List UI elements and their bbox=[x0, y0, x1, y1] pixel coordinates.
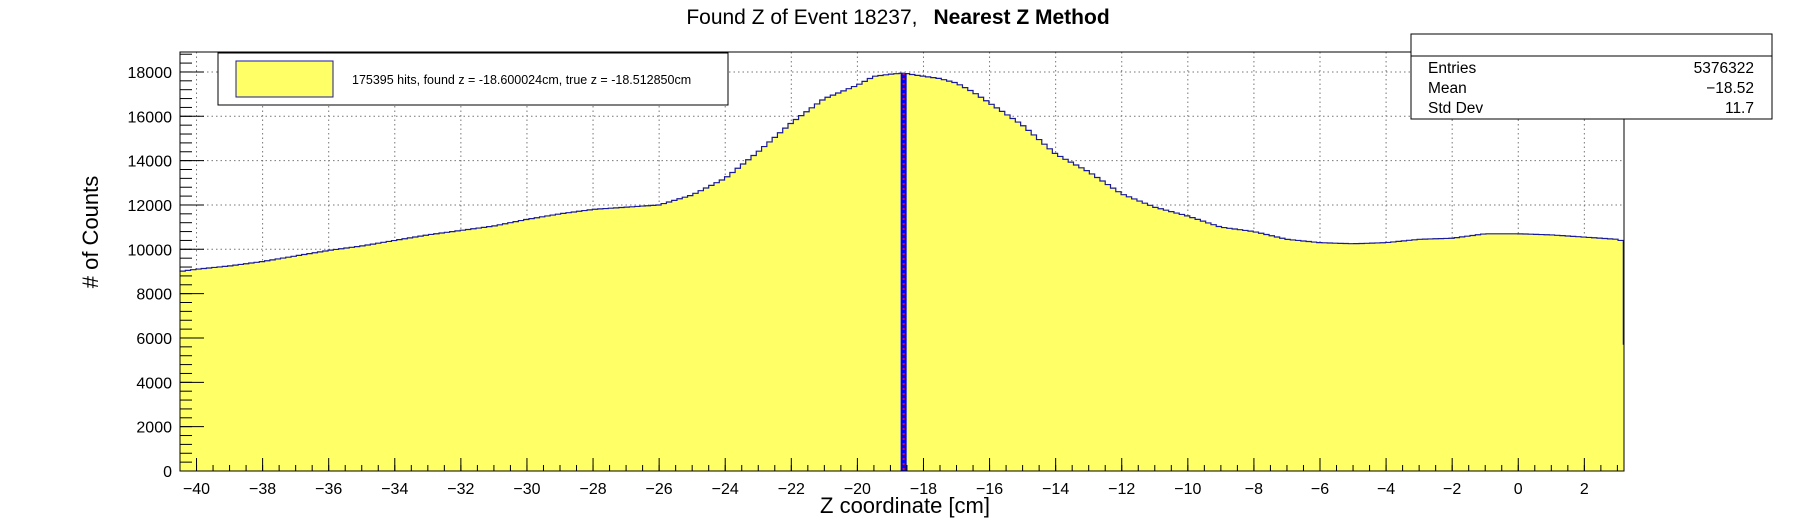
legend-swatch bbox=[235, 60, 334, 98]
y-tick-label: 14000 bbox=[128, 154, 173, 171]
x-tick-label: −10 bbox=[1174, 481, 1201, 498]
x-tick-label: −16 bbox=[976, 481, 1003, 498]
y-tick-label: 6000 bbox=[136, 331, 172, 348]
x-tick-label: −6 bbox=[1311, 481, 1329, 498]
y-tick-label: 10000 bbox=[128, 242, 173, 259]
x-tick-labels: −40 −38 −36 −34 −32 −30 −28 −26 −24 −22 −20 −18 −16−… bbox=[183, 481, 1589, 498]
x-tick-label: −26 bbox=[646, 481, 673, 498]
chart-title-main: Found Z of Event 18237, bbox=[686, 6, 917, 29]
stats-box: Entries 5376322 Mean −18.52 Std Dev 11.7 bbox=[1410, 33, 1773, 120]
chart-title: Found Z of Event 18237, Nearest Z Method bbox=[686, 6, 1109, 29]
x-tick-label: −2 bbox=[1443, 481, 1461, 498]
x-tick-label: −18 bbox=[910, 481, 937, 498]
legend-box: 175395 hits, found z = -18.600024cm, tru… bbox=[217, 52, 729, 106]
y-tick-label: 4000 bbox=[136, 375, 172, 392]
x-tick-label: −14 bbox=[1042, 481, 1069, 498]
y-tick-label: 12000 bbox=[128, 198, 173, 215]
legend-text: 175395 hits, found z = -18.600024cm, tru… bbox=[352, 73, 691, 87]
y-tick-label: 0 bbox=[163, 464, 172, 481]
y-tick-label: 2000 bbox=[136, 420, 172, 437]
chart-title-bold: Nearest Z Method bbox=[933, 6, 1109, 29]
x-tick-label: 2 bbox=[1580, 481, 1589, 498]
stats-stddev-value: 11.7 bbox=[1725, 100, 1754, 117]
stats-entries-label: Entries bbox=[1428, 60, 1476, 77]
y-tick-label: 18000 bbox=[128, 65, 173, 82]
stats-mean-value: −18.52 bbox=[1706, 80, 1754, 97]
y-tick-label: 16000 bbox=[128, 109, 173, 126]
x-tick-label: −34 bbox=[381, 481, 408, 498]
x-axis-label: Z coordinate [cm] bbox=[820, 493, 990, 518]
x-tick-label: 0 bbox=[1514, 481, 1523, 498]
y-tick-label: 8000 bbox=[136, 287, 172, 304]
x-tick-label: −22 bbox=[778, 481, 805, 498]
plot-frame bbox=[179, 51, 1625, 472]
x-tick-label: −4 bbox=[1377, 481, 1395, 498]
x-tick-label: −36 bbox=[315, 481, 342, 498]
x-tick-label: −12 bbox=[1108, 481, 1135, 498]
stats-entries-value: 5376322 bbox=[1694, 60, 1754, 77]
y-axis-label: # of Counts bbox=[78, 176, 103, 289]
x-tick-label: −24 bbox=[712, 481, 739, 498]
x-tick-label: −40 bbox=[183, 481, 210, 498]
x-tick-label: −32 bbox=[447, 481, 474, 498]
y-tick-labels: 0 2000 4000 6000 8000 10000 12000 14000 16000 180… bbox=[128, 65, 173, 481]
x-tick-label: −8 bbox=[1245, 481, 1263, 498]
stats-stddev-label: Std Dev bbox=[1428, 100, 1483, 117]
stats-mean-label: Mean bbox=[1428, 80, 1467, 97]
axis-ticks bbox=[179, 53, 1618, 472]
histogram-outline bbox=[179, 72, 1624, 345]
x-tick-label: −30 bbox=[513, 481, 540, 498]
x-tick-label: −38 bbox=[249, 481, 276, 498]
x-tick-label: −28 bbox=[579, 481, 606, 498]
x-tick-label: −20 bbox=[844, 481, 871, 498]
